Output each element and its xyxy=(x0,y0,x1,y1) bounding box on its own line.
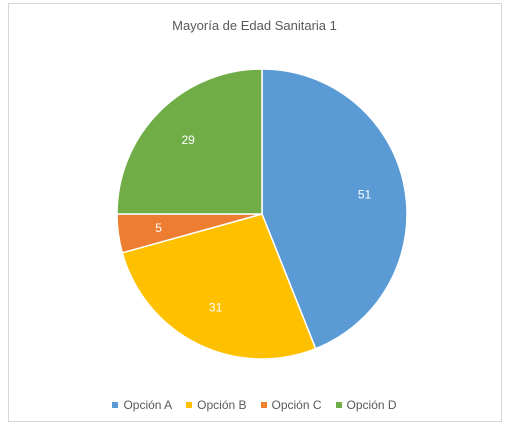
legend-swatch-opci-n-c xyxy=(260,402,267,408)
data-label-opci-n-c: 5 xyxy=(155,221,162,235)
legend-item-opci-n-c: Opción C xyxy=(260,398,322,412)
legend-item-opci-n-b: Opción B xyxy=(186,398,247,412)
data-label-opci-n-b: 31 xyxy=(209,301,223,315)
data-label-opci-n-d: 29 xyxy=(181,133,195,147)
legend-label-opci-n-b: Opción B xyxy=(197,398,247,412)
pie-slice-opci-n-a xyxy=(261,68,408,350)
pie-slice-opci-n-d xyxy=(116,68,263,215)
legend-label-opci-n-d: Opción D xyxy=(346,398,397,412)
legend-item-opci-n-a: Opción A xyxy=(112,398,172,412)
legend-item-opci-n-d: Opción D xyxy=(335,398,397,412)
chart-title: Mayoría de Edad Sanitaria 1 xyxy=(172,18,337,33)
legend-swatch-opci-n-a xyxy=(112,402,119,408)
pie-slice-opci-n-b xyxy=(121,213,317,360)
legend-swatch-opci-n-d xyxy=(335,402,342,408)
legend-label-opci-n-a: Opción A xyxy=(123,398,173,412)
data-label-opci-n-a: 51 xyxy=(358,187,372,201)
legend-swatch-opci-n-b xyxy=(186,402,193,408)
legend-label-opci-n-c: Opción C xyxy=(271,398,322,412)
legend: Opción A Opción B Opción C Opción D xyxy=(0,398,509,412)
